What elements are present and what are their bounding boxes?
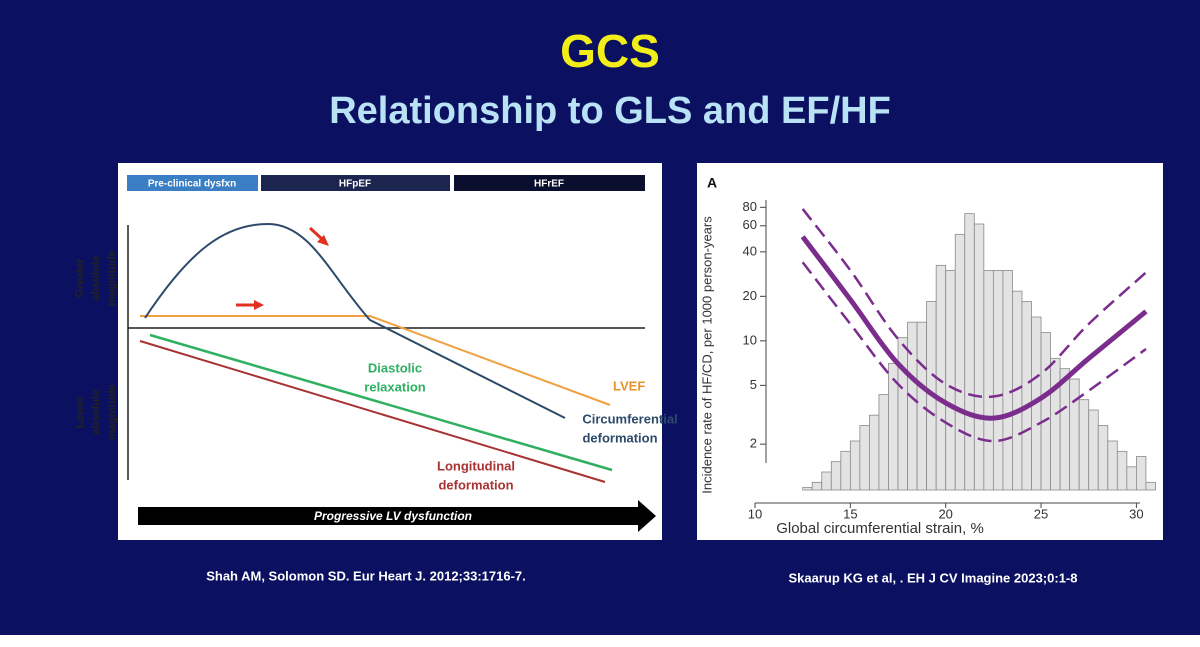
curve-label: Diastolic <box>368 360 422 375</box>
axis-label: absolute <box>90 255 102 300</box>
axis-label: Lower <box>74 395 86 428</box>
citation: Shah AM, Solomon SD. Eur Heart J. 2012;3… <box>206 568 526 583</box>
curve <box>800 235 1148 421</box>
histogram-bar <box>840 450 851 491</box>
panel-label: A <box>707 175 717 191</box>
y-tick-label: 10 <box>743 332 757 347</box>
arrows <box>236 226 329 310</box>
histogram-bar <box>907 321 918 491</box>
histogram-bar <box>1107 440 1118 491</box>
histogram-bar <box>897 337 908 491</box>
histogram-bar <box>1078 399 1090 491</box>
histogram-bar <box>964 213 975 491</box>
curve-label: Longitudinal <box>437 458 515 473</box>
histogram-bar <box>1069 378 1080 491</box>
phase-label: HFpEF <box>339 179 371 190</box>
x-tick-label: 20 <box>938 506 952 521</box>
bottom-strip <box>0 635 1200 647</box>
histogram-bar <box>1002 270 1013 491</box>
x-tick-label: 30 <box>1129 506 1143 521</box>
axis-label: magnitude <box>106 250 118 306</box>
slide-subtitle: Relationship to GLS and EF/HF <box>329 90 891 132</box>
left-panel <box>118 163 662 540</box>
citation: Skaarup KG et al, . EH J CV Imagine 2023… <box>788 570 1077 585</box>
histogram-bar <box>1126 466 1137 491</box>
y-tick-label: 5 <box>750 377 757 392</box>
histogram-bar <box>945 270 956 491</box>
curve <box>801 261 1147 443</box>
histogram-bar <box>983 270 994 491</box>
histogram-bar <box>859 425 870 491</box>
phase-bar <box>127 175 258 191</box>
x-axis-label: Global circumferential strain, % <box>776 520 984 537</box>
arrow-label: Progressive LV dysfunction <box>314 509 472 523</box>
histogram-bar <box>973 223 985 491</box>
axis-label: Greater <box>74 258 86 298</box>
histogram-bar <box>916 321 928 491</box>
longitudinal-line <box>139 340 606 483</box>
phase-label: Pre-clinical dysfxn <box>148 179 236 190</box>
progress-arrow <box>138 507 640 525</box>
histogram-bar <box>802 487 813 491</box>
curve-label: deformation <box>438 477 513 492</box>
lvef-line <box>140 315 611 406</box>
histogram-bar <box>992 270 1004 491</box>
histogram-bar <box>849 440 861 491</box>
y-axis-label: Incidence rate of HF/CD, per 1000 person… <box>699 216 714 494</box>
histogram-bar <box>1145 481 1156 491</box>
circumferential-line <box>144 222 566 419</box>
y-tick-label: 80 <box>743 199 757 214</box>
curve-label: LVEF <box>613 378 645 393</box>
curve-label: Circumferential <box>582 411 677 426</box>
histogram-bar <box>1135 456 1147 491</box>
histogram-bar <box>1021 301 1032 491</box>
y-tick-label: 40 <box>743 243 757 258</box>
y-tick-label: 60 <box>743 217 757 232</box>
histogram-bar <box>869 414 880 491</box>
histogram-bar <box>1059 368 1071 491</box>
slide-title: GCS <box>560 25 660 77</box>
histogram-bar <box>1097 425 1109 491</box>
histogram-bar <box>1050 357 1061 491</box>
axis-label: absolute <box>90 389 102 434</box>
x-tick-label: 10 <box>748 506 762 521</box>
histogram-bar <box>1040 332 1051 491</box>
histogram-bar <box>1088 409 1099 491</box>
phase-bar <box>454 175 645 191</box>
histogram-bar <box>830 461 842 491</box>
phase-bar <box>261 175 450 191</box>
histogram-bar <box>878 394 889 491</box>
y-tick-label: 20 <box>743 288 757 303</box>
axis-label: magnitude <box>106 384 118 440</box>
phase-label: HFrEF <box>534 179 564 190</box>
curve-label: relaxation <box>364 379 425 394</box>
x-tick-label: 25 <box>1034 506 1048 521</box>
y-tick-label: 2 <box>750 436 757 451</box>
progress-arrow-head <box>638 500 656 532</box>
histogram-bar <box>954 233 966 491</box>
histogram-bar <box>821 471 832 491</box>
curve-label: deformation <box>582 430 657 445</box>
histogram-bar <box>811 481 823 491</box>
diastolic-line <box>149 333 613 472</box>
histogram-bar <box>1116 450 1128 491</box>
x-tick-label: 15 <box>843 506 857 521</box>
